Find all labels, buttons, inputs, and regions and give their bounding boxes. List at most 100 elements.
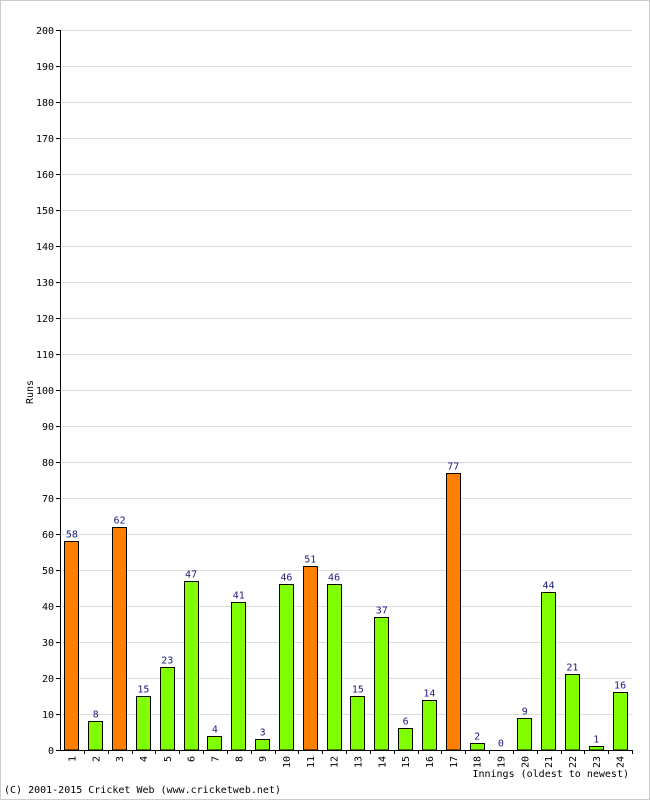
bar: [565, 674, 580, 751]
x-tick-label: 5: [163, 756, 174, 762]
x-tick-label: 4: [139, 756, 150, 762]
bar-value-label: 6: [403, 717, 409, 728]
y-tick-label: 30: [42, 638, 54, 649]
bar: [64, 541, 79, 751]
bar: [541, 592, 556, 751]
bar-value-label: 15: [352, 685, 364, 696]
bar-value-label: 0: [498, 739, 504, 750]
bar-value-label: 62: [114, 516, 126, 527]
y-tick-label: 70: [42, 494, 54, 505]
bar-value-label: 2: [474, 732, 480, 743]
y-tick-label: 130: [36, 278, 54, 289]
bar: [160, 667, 175, 751]
bars: [64, 473, 628, 751]
bar: [279, 584, 294, 751]
y-tick-label: 80: [42, 458, 54, 469]
y-tick-label: 150: [36, 206, 54, 217]
x-tick-label: 20: [520, 756, 531, 768]
bar-value-label: 46: [280, 573, 292, 584]
x-tick-label: 13: [353, 756, 364, 768]
y-tick-label: 180: [36, 98, 54, 109]
bar-value-label: 77: [447, 462, 459, 473]
bar: [374, 617, 389, 751]
bar: [255, 739, 270, 751]
y-axis-label: Runs: [25, 380, 36, 404]
x-tick-label: 8: [234, 756, 245, 762]
y-tick-label: 50: [42, 566, 54, 577]
bar-value-label: 4: [212, 725, 218, 736]
copyright-text: (C) 2001-2015 Cricket Web (www.cricketwe…: [4, 785, 281, 796]
y-tick-label: 190: [36, 62, 54, 73]
bar-value-label: 47: [185, 570, 197, 581]
x-axis-label: Innings (oldest to newest): [472, 769, 629, 780]
y-tick-label: 10: [42, 710, 54, 721]
bar-value-label: 16: [614, 681, 626, 692]
y-tick-label: 160: [36, 170, 54, 181]
bar: [88, 721, 103, 751]
y-tick-label: 120: [36, 314, 54, 325]
bar-value-label: 1: [593, 735, 599, 746]
y-tick-label: 100: [36, 386, 54, 397]
bar: [184, 581, 199, 751]
x-tick-label: 22: [568, 756, 579, 768]
y-tick-label: 60: [42, 530, 54, 541]
x-tick-label: 6: [187, 756, 198, 762]
bar-value-label: 44: [543, 581, 555, 592]
bar: [446, 473, 461, 751]
bar-value-label: 46: [328, 573, 340, 584]
grid-lines: [60, 30, 632, 715]
y-tick-label: 200: [36, 26, 54, 37]
y-tick-label: 140: [36, 242, 54, 253]
y-tick-label: 0: [48, 746, 54, 757]
y-tick-label: 90: [42, 422, 54, 433]
bar-value-label: 8: [93, 710, 99, 721]
x-tick-label: 1: [67, 756, 78, 762]
bar: [398, 728, 413, 751]
bar: [350, 696, 365, 751]
x-tick-label: 14: [377, 756, 388, 768]
bar-value-label: 23: [161, 656, 173, 667]
x-tick-label: 21: [544, 756, 555, 768]
x-tick-label: 7: [210, 756, 221, 762]
bar-value-label: 3: [260, 728, 266, 739]
x-tick-label: 2: [91, 756, 102, 762]
bar: [517, 718, 532, 751]
x-tick-label: 18: [473, 756, 484, 768]
bar-value-label: 58: [66, 530, 78, 541]
x-tick-label: 3: [115, 756, 126, 762]
bar-value-label: 41: [233, 591, 245, 602]
x-axis-ticks: 1 2 3 4 5 6 7 8 9 10 11 12 13 14 15 16 17 18 19 20 21 22 23 24: [67, 750, 633, 768]
bar-value-label: 9: [522, 707, 528, 718]
bar: [231, 602, 246, 751]
bar-value-label: 37: [376, 606, 388, 617]
x-tick-label: 16: [425, 756, 436, 768]
y-tick-label: 20: [42, 674, 54, 685]
bar: [327, 584, 342, 751]
x-tick-label: 12: [330, 756, 341, 768]
bar: [589, 746, 604, 751]
bar-value-label: 15: [137, 685, 149, 696]
bar: [112, 527, 127, 751]
x-tick-label: 24: [616, 756, 627, 768]
bar-value-label: 21: [566, 663, 578, 674]
bar: [470, 743, 485, 751]
y-tick-label: 40: [42, 602, 54, 613]
x-tick-label: 19: [496, 756, 507, 768]
bar: [303, 566, 318, 751]
bar: [136, 696, 151, 751]
x-tick-label: 15: [401, 756, 412, 768]
x-tick-label: 17: [449, 756, 460, 768]
bar: [613, 692, 628, 751]
y-axis-ticks: 0 10 20 30 40 50 60 70 80 90 100 110 120 130 140 150 160…: [36, 26, 60, 757]
y-tick-label: 110: [36, 350, 54, 361]
bar: [207, 736, 222, 751]
bar: [422, 700, 437, 751]
x-tick-label: 23: [592, 756, 603, 768]
bar-value-label: 14: [423, 689, 435, 700]
x-tick-label: 11: [306, 756, 317, 768]
y-tick-label: 170: [36, 134, 54, 145]
bar-value-label: 51: [304, 555, 316, 566]
data-labels: 58 8 62 15 23 47 4 41 3 46 51 46 15 37 6 14 77 2 0 9 44 21 1 16: [66, 462, 626, 750]
x-tick-label: 9: [258, 756, 269, 762]
